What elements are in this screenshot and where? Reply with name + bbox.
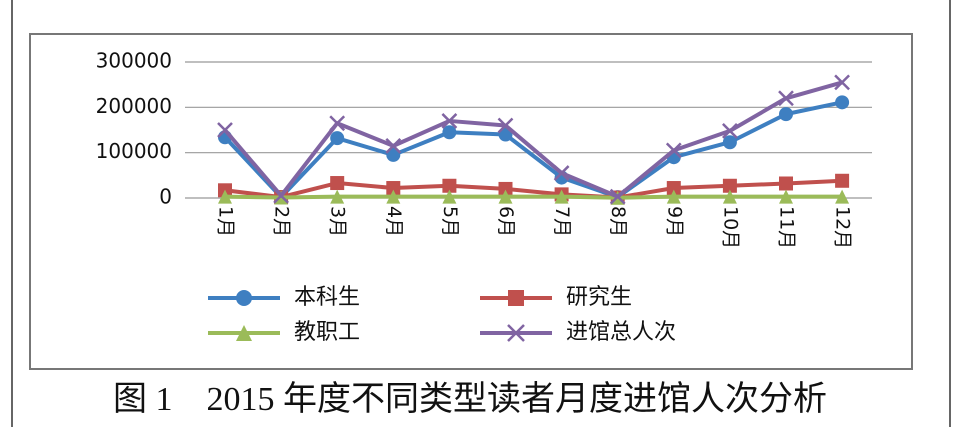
data-point: [218, 189, 232, 204]
series-line: [224, 178, 843, 200]
legend-marker: [236, 325, 252, 341]
data-point: [442, 125, 457, 140]
data-point: [386, 181, 401, 196]
data-point: [498, 189, 513, 204]
series-line: [223, 80, 843, 199]
y-tick-label: 100000: [96, 139, 172, 163]
data-point: [329, 115, 346, 132]
x-tick-label: 6月: [495, 206, 517, 237]
data-point: [779, 176, 793, 191]
data-point: [778, 90, 794, 107]
data-point: [609, 188, 626, 205]
data-point: [722, 189, 737, 204]
legend-label: 进馆总人次: [566, 320, 676, 345]
data-point: [779, 107, 793, 122]
data-point: [441, 113, 458, 129]
data-point: [554, 189, 569, 204]
data-point: [217, 122, 233, 138]
data-point: [498, 181, 513, 196]
x-tick-label: 8月: [607, 206, 629, 237]
legend-marker: [508, 290, 524, 306]
legend-label: 本科生: [294, 285, 360, 310]
data-point: [553, 165, 570, 181]
data-point: [835, 95, 850, 110]
series-line: [224, 194, 843, 200]
data-point: [330, 131, 345, 146]
data-point: [273, 187, 289, 204]
data-point: [442, 189, 457, 204]
data-point: [330, 189, 345, 204]
x-tick-label: 3月: [327, 206, 349, 237]
data-point: [385, 137, 402, 154]
data-point: [779, 189, 793, 204]
legend-label: 教职工: [294, 320, 360, 345]
data-point: [497, 117, 514, 134]
x-tick-label: 12月: [832, 206, 854, 249]
x-tick-label: 2月: [271, 206, 293, 237]
x-tick-label: 10月: [719, 206, 741, 249]
data-point: [330, 176, 345, 191]
data-point: [386, 189, 401, 204]
x-tick-label: 9月: [663, 206, 685, 237]
legend-label: 研究生: [566, 285, 632, 310]
caption: 图 1 2015 年度不同类型读者月度进馆人次分析: [113, 380, 827, 418]
data-point: [666, 189, 681, 204]
legend-marker: [236, 290, 252, 306]
y-tick-label: 300000: [96, 49, 172, 73]
y-tick-label: 200000: [96, 94, 172, 118]
data-point: [835, 173, 850, 188]
data-point: [722, 123, 738, 139]
data-point: [442, 178, 457, 193]
data-point: [722, 178, 737, 193]
data-point: [386, 147, 401, 162]
series-line: [223, 100, 843, 200]
chart-frame: [29, 33, 913, 370]
data-point: [666, 181, 681, 196]
x-tick-label: 4月: [383, 206, 405, 237]
x-tick-label: 1月: [215, 206, 237, 237]
x-tick-label: 5月: [439, 206, 461, 237]
data-point: [665, 142, 682, 159]
data-point: [834, 74, 850, 91]
x-tick-label: 7月: [551, 206, 573, 237]
x-tick-label: 11月: [776, 206, 798, 249]
data-point: [835, 189, 850, 204]
y-tick-label: 0: [159, 185, 172, 209]
legend-marker: [507, 324, 525, 342]
data-point: [722, 135, 737, 150]
